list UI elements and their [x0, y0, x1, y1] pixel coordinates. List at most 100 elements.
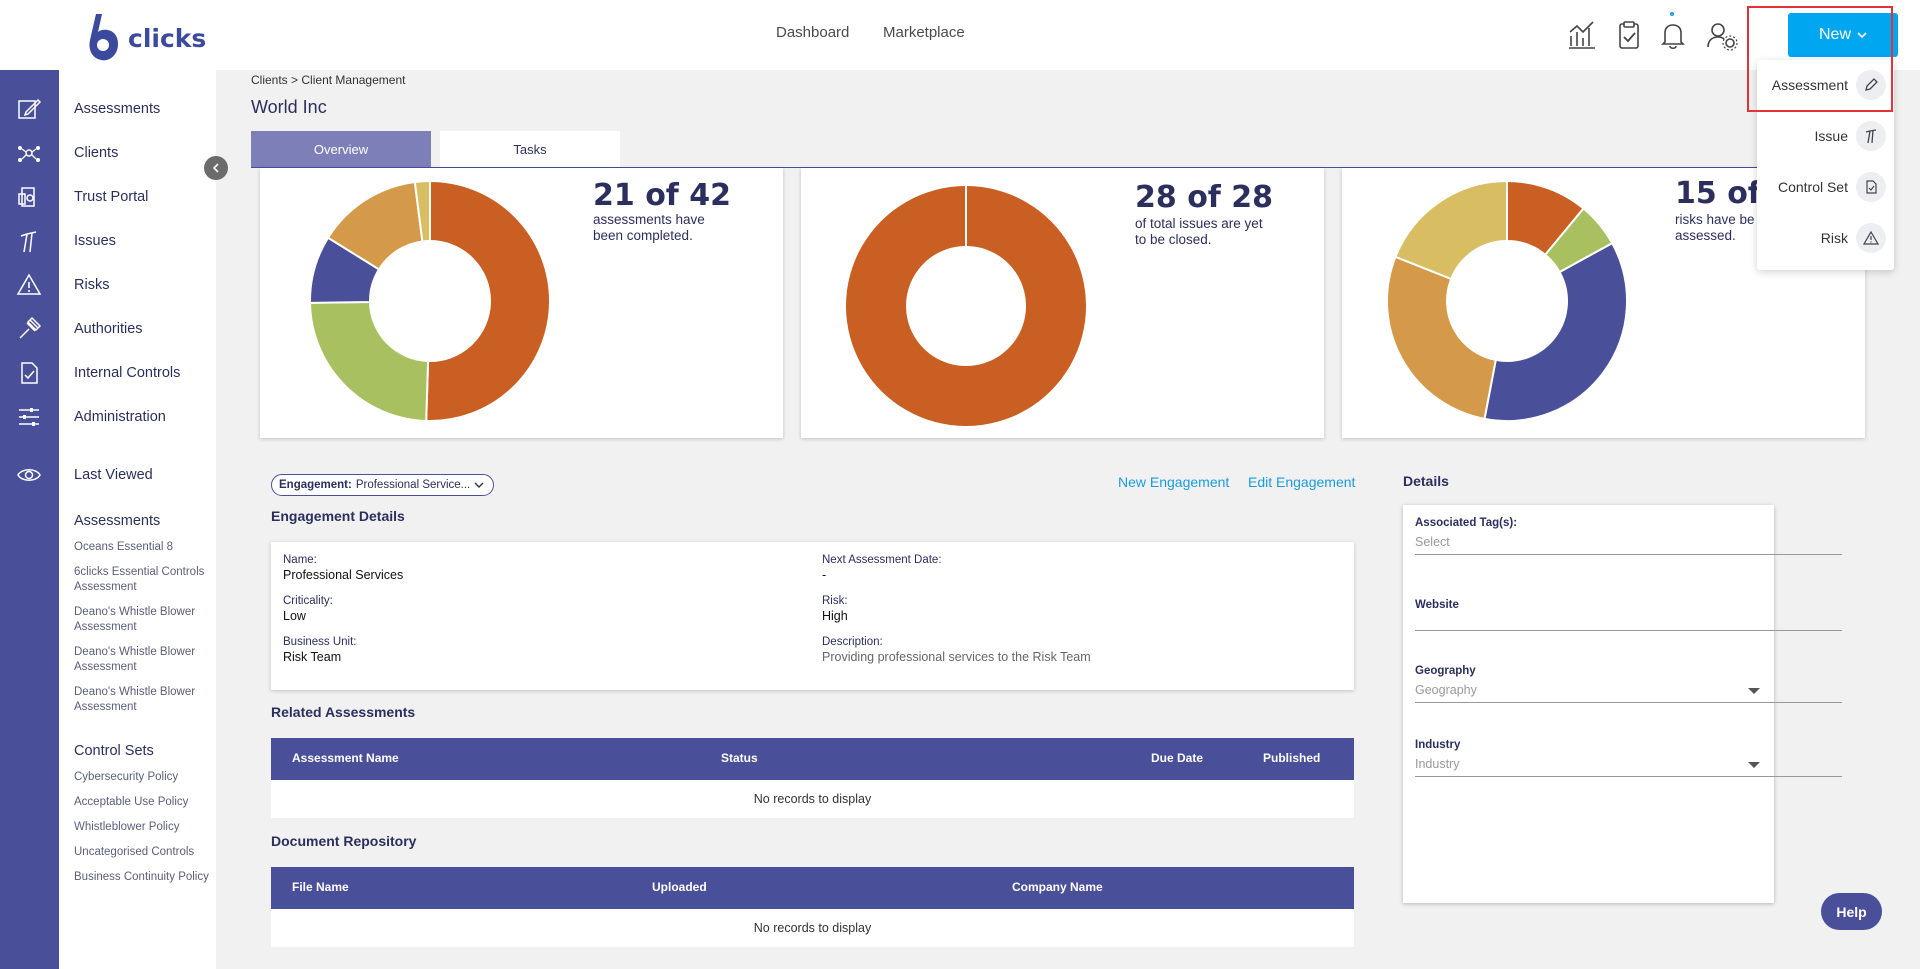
logo-icon[interactable]: [88, 10, 198, 62]
breadcrumb-current: Client Management: [301, 73, 406, 87]
sidebar-item-authorities[interactable]: Authorities: [74, 321, 143, 337]
donut-slice[interactable]: [1394, 179, 1508, 281]
geography-label: Geography: [1415, 665, 1476, 677]
sidebar-item-trust-portal[interactable]: Trust Portal: [74, 189, 149, 205]
donut-slice[interactable]: [425, 179, 551, 422]
breadcrumb: Clients > Client Management: [251, 73, 405, 87]
tab-underline: [251, 167, 1831, 168]
new-dropdown-menu: Assessment Issue Control Set Risk: [1757, 60, 1894, 270]
warning-icon: [1856, 223, 1886, 253]
dropdown-item-issue[interactable]: Issue: [1815, 121, 1886, 151]
dropdown-item-label: Control Set: [1777, 179, 1848, 195]
issues-donut-chart: [845, 186, 1086, 426]
column-header[interactable]: Status: [721, 751, 758, 765]
tab-tasks[interactable]: Tasks: [440, 131, 620, 167]
new-engagement-link[interactable]: New Engagement: [1118, 474, 1230, 490]
edit-icon[interactable]: [16, 96, 42, 122]
issue-icon[interactable]: [16, 228, 42, 254]
input-underline: [1415, 776, 1842, 777]
new-button[interactable]: New: [1788, 13, 1898, 57]
recent-assessment-link[interactable]: 6clicks Essential Controls Assessment: [74, 566, 205, 593]
donut-slice[interactable]: [1386, 255, 1497, 421]
card-description: of total issues are yet to be closed.: [1135, 216, 1263, 247]
sidebar-item-assessments[interactable]: Assessments: [74, 101, 161, 117]
column-header[interactable]: Company Name: [1012, 880, 1103, 894]
gavel-icon[interactable]: [16, 316, 42, 342]
donut-slice[interactable]: [413, 179, 431, 243]
risk-value: High: [822, 609, 848, 623]
details-panel: Associated Tag(s): Select Website Geogra…: [1403, 505, 1842, 903]
caret-down-icon[interactable]: [1748, 688, 1760, 694]
network-icon[interactable]: [16, 140, 42, 166]
sidebar-item-risks[interactable]: Risks: [74, 277, 110, 293]
input-underline: [1415, 702, 1842, 703]
recent-assessment-link[interactable]: Oceans Essential 8: [74, 541, 174, 553]
bell-icon[interactable]: [1656, 18, 1690, 52]
engagement-value: Professional Service...: [355, 479, 471, 491]
column-header[interactable]: File Name: [292, 880, 349, 894]
risks-donut-chart: [1386, 179, 1628, 422]
recent-control-set-link[interactable]: Uncategorised Controls: [74, 846, 195, 858]
analytics-icon[interactable]: [1565, 18, 1599, 52]
user-settings-icon[interactable]: [1705, 18, 1739, 52]
sidebar-item-administration[interactable]: Administration: [74, 409, 166, 425]
column-header[interactable]: Published: [1263, 751, 1321, 765]
recent-control-set-link[interactable]: Whistleblower Policy: [74, 821, 180, 833]
column-header[interactable]: Uploaded: [652, 880, 707, 894]
engagement-label: Engagement:: [279, 479, 352, 491]
nav-marketplace[interactable]: Marketplace: [883, 24, 965, 41]
dropdown-item-label: Risk: [1820, 230, 1848, 246]
sidebar-last-viewed[interactable]: Last Viewed: [74, 467, 153, 483]
chevron-left-icon: [212, 163, 219, 173]
tab-overview[interactable]: Overview: [251, 131, 431, 167]
geography-select[interactable]: Geography: [1415, 683, 1477, 697]
warning-icon[interactable]: [16, 272, 42, 298]
empty-table-message: No records to display: [271, 780, 1354, 818]
recent-assessment-link[interactable]: Deano's Whistle Blower Assessment: [74, 686, 196, 713]
associated-tags-label: Associated Tag(s):: [1415, 517, 1518, 529]
donut-slice[interactable]: [308, 300, 430, 422]
recent-assessment-link[interactable]: Deano's Whistle Blower Assessment: [74, 606, 196, 633]
document-repository-header: File Name Uploaded Company Name: [271, 867, 1354, 909]
industry-select[interactable]: Industry: [1415, 757, 1460, 771]
recent-assessment-link[interactable]: Deano's Whistle Blower Assessment: [74, 646, 196, 673]
sidebar-item-clients[interactable]: Clients: [74, 145, 119, 161]
caret-down-icon[interactable]: [1748, 762, 1760, 768]
help-button[interactable]: Help: [1821, 893, 1882, 930]
empty-table-message: No records to display: [271, 909, 1354, 947]
sidebar-item-issues[interactable]: Issues: [74, 233, 116, 249]
sidebar-assessments-heading: Assessments: [74, 513, 161, 529]
industry-label: Industry: [1415, 739, 1461, 751]
criticality-value: Low: [283, 609, 306, 623]
dropdown-item-assessment[interactable]: Assessment: [1772, 70, 1886, 100]
logo-text[interactable]: clicks: [128, 24, 207, 53]
website-label: Website: [1415, 599, 1459, 611]
engagement-selector[interactable]: Engagement: Professional Service...: [271, 474, 494, 496]
recent-control-set-link[interactable]: Acceptable Use Policy: [74, 796, 189, 808]
document-check-icon[interactable]: [16, 360, 42, 386]
engagement-details-panel: Name: Professional Services Criticality:…: [271, 542, 1354, 690]
main-content: Clients > Client Management World Inc Ov…: [216, 70, 1920, 969]
breadcrumb-separator: >: [291, 73, 299, 87]
associated-tags-input[interactable]: Select: [1415, 535, 1450, 549]
edit-engagement-link[interactable]: Edit Engagement: [1248, 474, 1356, 490]
donut-slice[interactable]: [845, 186, 1086, 426]
portal-icon[interactable]: [16, 184, 42, 210]
assessments-donut-chart: [308, 179, 551, 422]
sliders-icon[interactable]: [16, 404, 42, 430]
breadcrumb-parent[interactable]: Clients: [251, 73, 288, 87]
donut-slice[interactable]: [1483, 241, 1628, 422]
column-header[interactable]: Assessment Name: [292, 751, 399, 765]
column-header[interactable]: Due Date: [1151, 751, 1204, 765]
recent-control-set-link[interactable]: Business Continuity Policy: [74, 871, 209, 883]
dropdown-item-control-set[interactable]: Control Set: [1778, 172, 1886, 202]
clipboard-check-icon[interactable]: [1612, 18, 1646, 52]
website-input[interactable]: [1415, 630, 1842, 631]
dropdown-item-label: Issue: [1814, 128, 1848, 144]
nav-dashboard[interactable]: Dashboard: [776, 24, 850, 41]
dropdown-item-risk[interactable]: Risk: [1821, 223, 1886, 253]
sidebar-item-internal-controls[interactable]: Internal Controls: [74, 365, 181, 381]
collapse-sidebar-button[interactable]: [204, 156, 228, 180]
eye-icon[interactable]: [16, 462, 42, 488]
recent-control-set-link[interactable]: Cybersecurity Policy: [74, 771, 179, 783]
